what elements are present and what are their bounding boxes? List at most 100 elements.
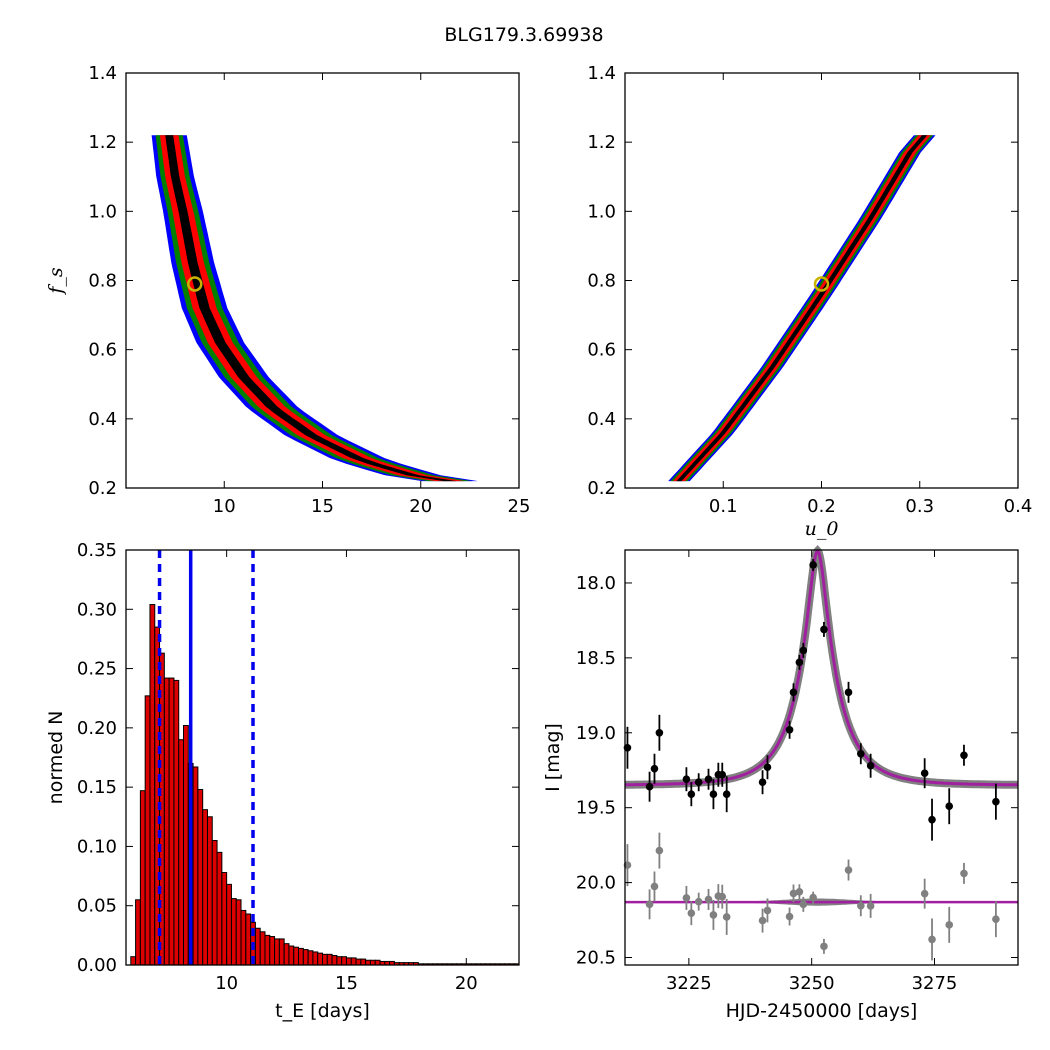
histogram-bar — [144, 695, 151, 966]
y-tick-label: 19.0 — [576, 723, 616, 744]
histogram-bar — [283, 943, 290, 966]
histogram-bar — [274, 938, 280, 966]
histogram-bar — [211, 840, 218, 966]
data-point — [820, 625, 828, 634]
histogram-bar — [135, 899, 141, 966]
histogram-bar — [317, 952, 323, 966]
residual-point — [655, 846, 664, 855]
y-tick-label: 0.8 — [587, 271, 616, 292]
histogram-bar — [326, 953, 333, 966]
y-tick-label: 0.2 — [587, 478, 616, 499]
x-tick-label: 0.3 — [905, 496, 934, 517]
residual-point — [789, 889, 798, 898]
histogram-bar — [341, 956, 347, 966]
figure-title: BLG179.3.69938 — [444, 24, 603, 46]
x-tick-label: 15 — [311, 496, 334, 517]
residual-point — [960, 869, 968, 878]
axes-frame — [125, 549, 520, 966]
histogram-bar — [226, 883, 232, 966]
histogram-bar — [192, 766, 199, 966]
x-axis-label: u_0 — [805, 518, 839, 540]
data-point — [785, 725, 794, 734]
data-point — [694, 778, 703, 787]
data-point — [844, 688, 853, 697]
histogram-bar — [221, 872, 228, 966]
x-axis-label: HJD-2450000 [days] — [726, 1000, 918, 1022]
y-tick-label: 0.25 — [77, 659, 117, 680]
histogram-bar — [264, 934, 271, 966]
histogram-bar — [298, 947, 304, 966]
data-point — [655, 728, 664, 737]
histogram-bar — [293, 946, 300, 966]
y-axis-label: normed N — [45, 711, 67, 805]
y-tick-label: 19.5 — [576, 798, 616, 819]
residual-point — [795, 887, 804, 896]
data-point — [682, 775, 691, 784]
histogram-bar — [345, 957, 352, 966]
histogram-bar — [259, 931, 266, 966]
data-point — [718, 770, 727, 779]
y-tick-label: 0.6 — [587, 340, 616, 361]
axes-frame — [624, 549, 1019, 966]
data-point — [809, 561, 817, 569]
histogram-bar — [307, 950, 314, 966]
residual-point — [820, 942, 828, 951]
residual-point — [645, 900, 654, 909]
histogram-bar — [130, 956, 137, 966]
y-tick-label: 0.20 — [77, 718, 117, 739]
histogram-bar — [163, 677, 170, 966]
x-tick-label: 20 — [455, 973, 478, 994]
panel-light-curve: 3225 3250 3275 18.0 18.5 19.0 19.5 20.0 20.5 I [m… — [542, 545, 1019, 1022]
histogram-bar — [288, 945, 295, 966]
histogram-bar — [216, 851, 223, 966]
x-tick-label: 10 — [215, 973, 238, 994]
data-point — [650, 764, 659, 773]
best-fit-marker — [187, 276, 203, 292]
y-tick-label: 0.4 — [587, 409, 616, 430]
histogram-bar — [269, 936, 276, 966]
data-point — [795, 658, 804, 667]
histogram-bar — [278, 938, 285, 966]
data-point — [758, 778, 767, 787]
histogram-bar — [350, 957, 357, 966]
y-axis-label: f_s — [45, 267, 67, 296]
y-tick-label: 1.4 — [88, 63, 117, 84]
histogram-bar — [254, 927, 261, 966]
data-point — [857, 749, 865, 758]
y-tick-label: 1.2 — [587, 132, 616, 153]
histogram-bar — [336, 956, 343, 966]
residual-point — [857, 901, 865, 910]
histogram-bar — [139, 790, 146, 966]
y-tick-label: 18.5 — [576, 648, 616, 669]
residual-point — [920, 889, 929, 898]
x-tick-label: 20 — [409, 496, 432, 517]
y-tick-label: 0.8 — [88, 271, 117, 292]
panel-tE-histogram: 10 15 20 0.00 0.05 0.10 0.15 0.20 0.25 0.30 0.35 no… — [45, 540, 520, 1022]
histogram-bar — [374, 959, 381, 966]
x-tick-label: 25 — [508, 496, 531, 517]
y-tick-label: 20.0 — [576, 873, 616, 894]
x-tick-label: 15 — [335, 973, 358, 994]
y-tick-label: 1.0 — [587, 201, 616, 222]
data-point — [789, 688, 798, 697]
residual-point — [650, 882, 659, 891]
data-point — [763, 763, 772, 772]
best-fit-marker — [813, 276, 830, 292]
y-tick-label: 0.6 — [88, 340, 117, 361]
histogram-bar — [235, 899, 242, 966]
residual-point — [687, 909, 696, 917]
data-point — [687, 790, 696, 799]
residual-point — [682, 894, 691, 902]
panel-fs-vs-u0: 0.1 0.2 0.3 0.4 0.2 0.4 0.6 0.8 1.0 1.2 1.4 u_0 — [587, 63, 1032, 540]
residual-point — [704, 895, 713, 904]
y-tick-label: 1.4 — [587, 63, 616, 84]
data-point — [709, 790, 718, 799]
histogram-bar — [360, 958, 367, 966]
histogram-bar — [240, 909, 247, 966]
residual-point — [718, 892, 727, 901]
y-tick-label: 0.2 — [88, 478, 117, 499]
residual-point — [945, 921, 954, 929]
data-point — [960, 751, 968, 760]
x-axis-label: t_E [days] — [275, 1000, 370, 1022]
